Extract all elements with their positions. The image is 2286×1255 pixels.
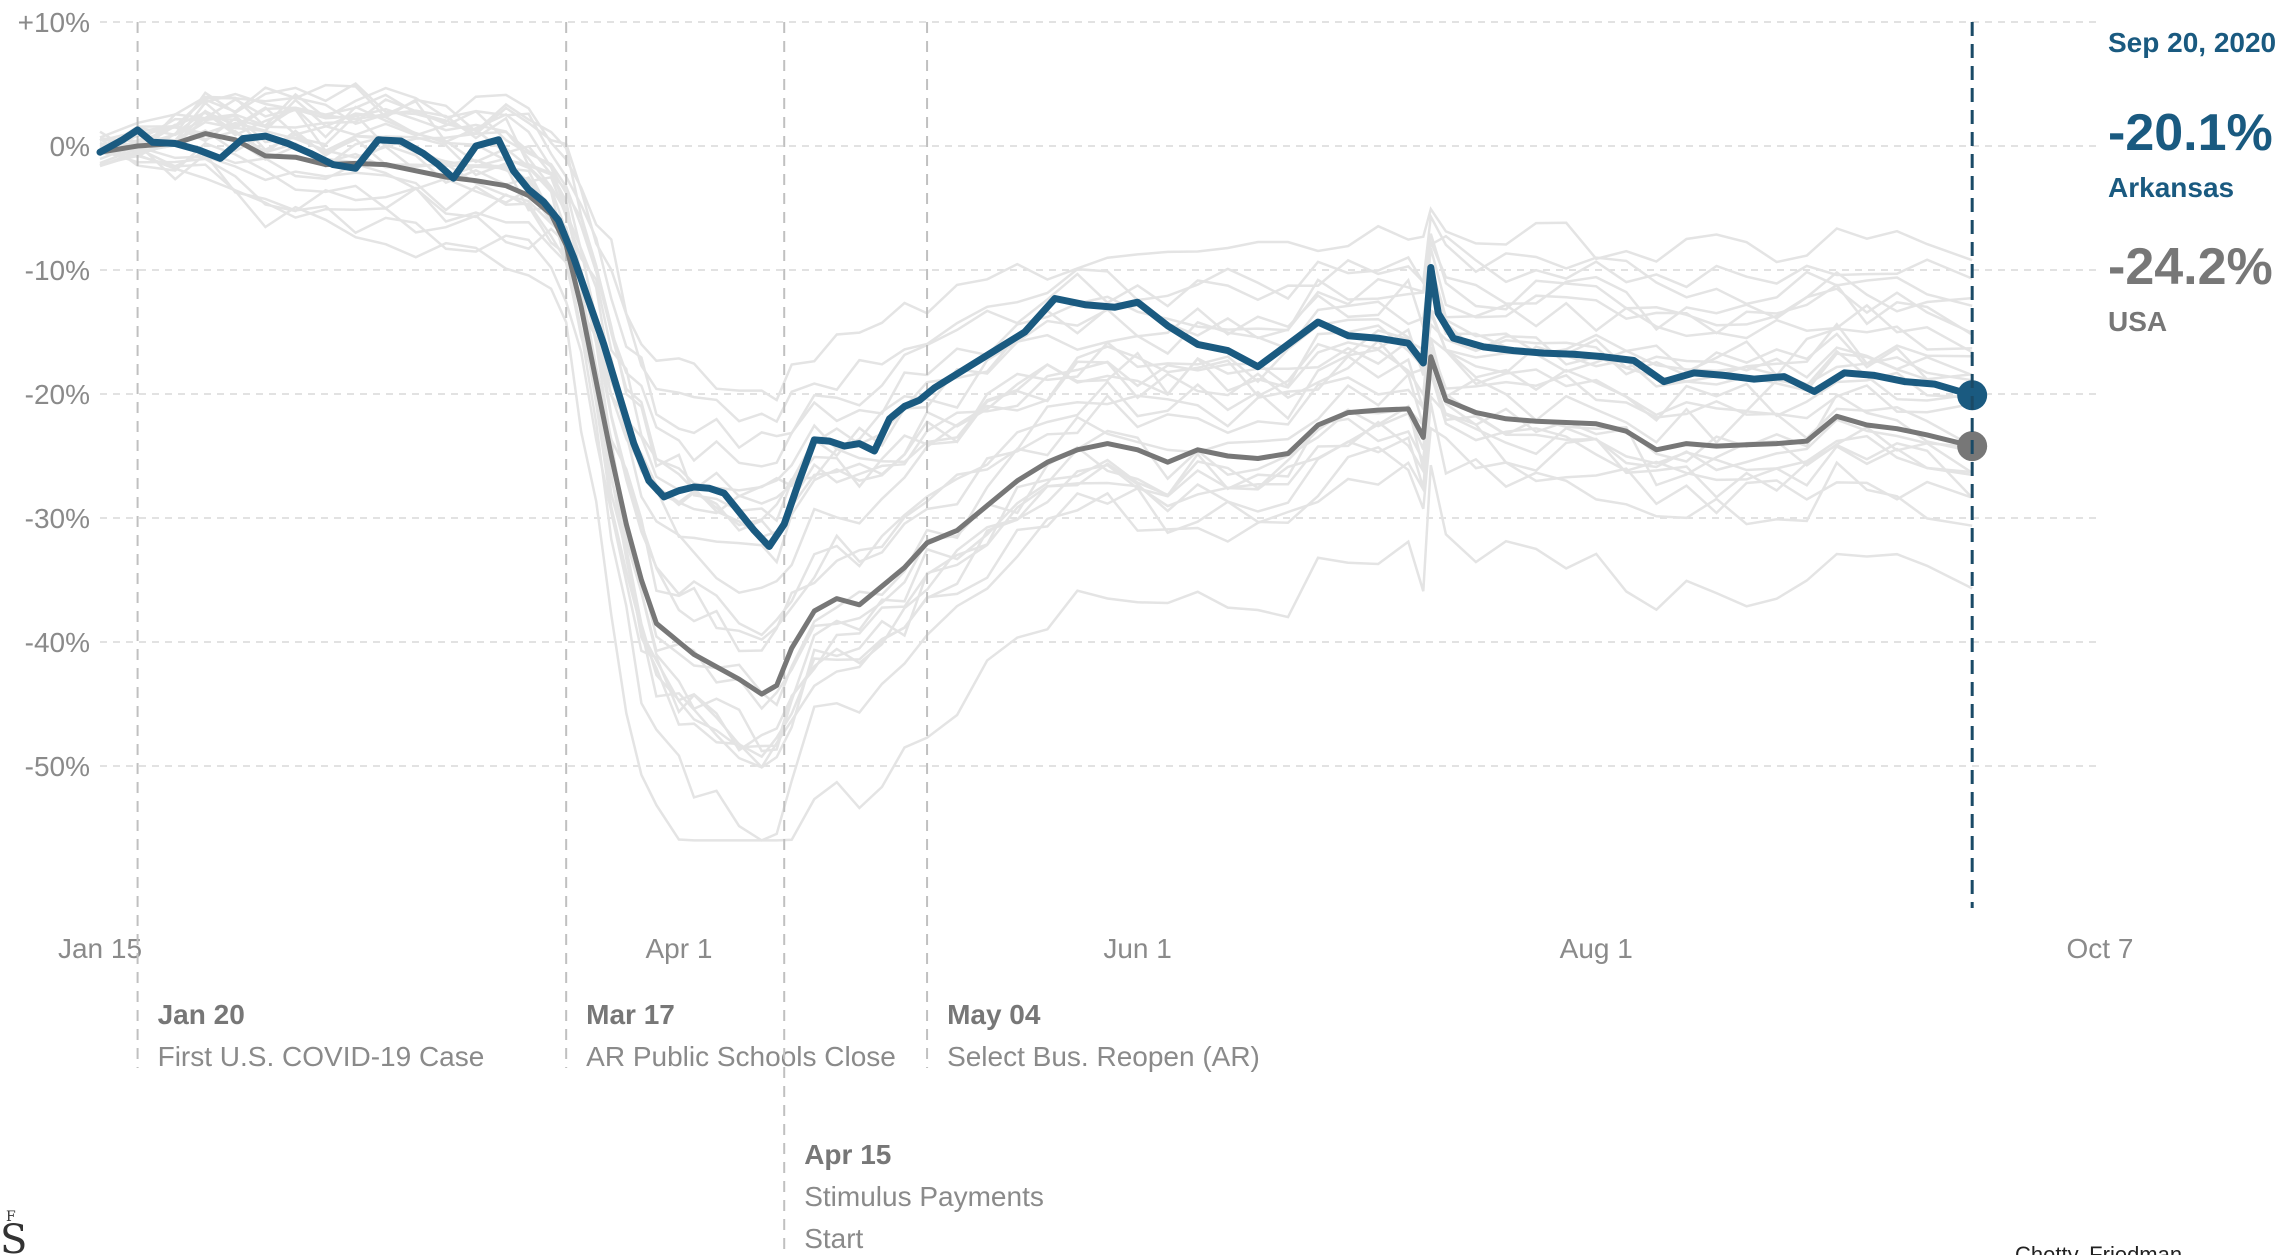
readout-value: -20.1% — [2108, 104, 2273, 162]
y-tick-label: -50% — [25, 751, 90, 782]
series-line-usa — [97, 131, 1975, 697]
latest-value-readout: Sep 20, 2020 -20.1% Arkansas -24.2% USA — [1970, 22, 2276, 908]
y-tick-label: -30% — [25, 503, 90, 534]
y-tick-label: -20% — [25, 379, 90, 410]
event-description: AR Public Schools Close — [586, 1041, 896, 1072]
event-description: Stimulus Payments — [804, 1181, 1044, 1212]
source-credit: Chetty, Friedman — [2015, 1242, 2182, 1255]
readout-series-name: Arkansas — [2108, 172, 2234, 203]
background-state-line — [99, 129, 1973, 642]
background-state-line — [99, 113, 1973, 565]
event-date-label: Apr 15 — [804, 1139, 891, 1170]
grid-lines — [100, 21, 2100, 767]
y-tick-label: -40% — [25, 627, 90, 658]
event-date-label: Mar 17 — [586, 999, 675, 1030]
event-date-label: May 04 — [947, 999, 1041, 1030]
background-state-line — [99, 109, 1973, 752]
event-description: Select Bus. Reopen (AR) — [947, 1041, 1260, 1072]
background-state-line — [99, 108, 1973, 749]
background-state-line — [99, 149, 1973, 527]
y-tick-label: 0% — [50, 131, 90, 162]
y-axis: +10% 0% -10% -20% -30% -40% -50% — [18, 7, 90, 782]
background-state-line — [99, 142, 1973, 759]
x-axis: Jan 15 Apr 1 Jun 1 Aug 1 Oct 7 — [58, 933, 2134, 964]
readout-value: -24.2% — [2108, 238, 2273, 296]
event-description: Start — [804, 1223, 863, 1254]
other-states-background-lines — [99, 82, 1974, 842]
background-state-line — [99, 125, 1973, 498]
background-state-line — [99, 130, 1973, 515]
readout-series-name: USA — [2108, 306, 2167, 337]
background-state-line — [99, 98, 1973, 637]
x-tick-label: Aug 1 — [1560, 933, 1633, 964]
x-tick-label: Apr 1 — [645, 933, 712, 964]
event-description: First U.S. COVID-19 Case — [158, 1041, 485, 1072]
x-tick-label: Jun 1 — [1103, 933, 1172, 964]
background-state-line — [99, 86, 1973, 450]
readout-date: Sep 20, 2020 — [2108, 27, 2276, 58]
background-state-line — [99, 96, 1973, 523]
background-state-line — [99, 92, 1973, 653]
corner-mark-small: F — [6, 1209, 16, 1225]
y-tick-label: +10% — [18, 7, 90, 38]
background-state-line — [99, 101, 1973, 770]
series-line-arkansas — [96, 126, 1976, 550]
corner-mark: S — [0, 1217, 27, 1255]
x-tick-label: Jan 15 — [58, 933, 142, 964]
series-endpoint-arkansas — [1957, 380, 1988, 411]
background-state-line — [99, 98, 1973, 468]
y-tick-label: -10% — [25, 255, 90, 286]
background-state-line — [99, 147, 1973, 842]
footer: F S Chetty, Friedman — [0, 1209, 2182, 1255]
background-state-line — [99, 116, 1973, 842]
event-date-label: Jan 20 — [158, 999, 245, 1030]
x-tick-label: Oct 7 — [2067, 933, 2134, 964]
event-markers: Jan 20 First U.S. COVID-19 Case Mar 17 AR P… — [136, 22, 1260, 1255]
